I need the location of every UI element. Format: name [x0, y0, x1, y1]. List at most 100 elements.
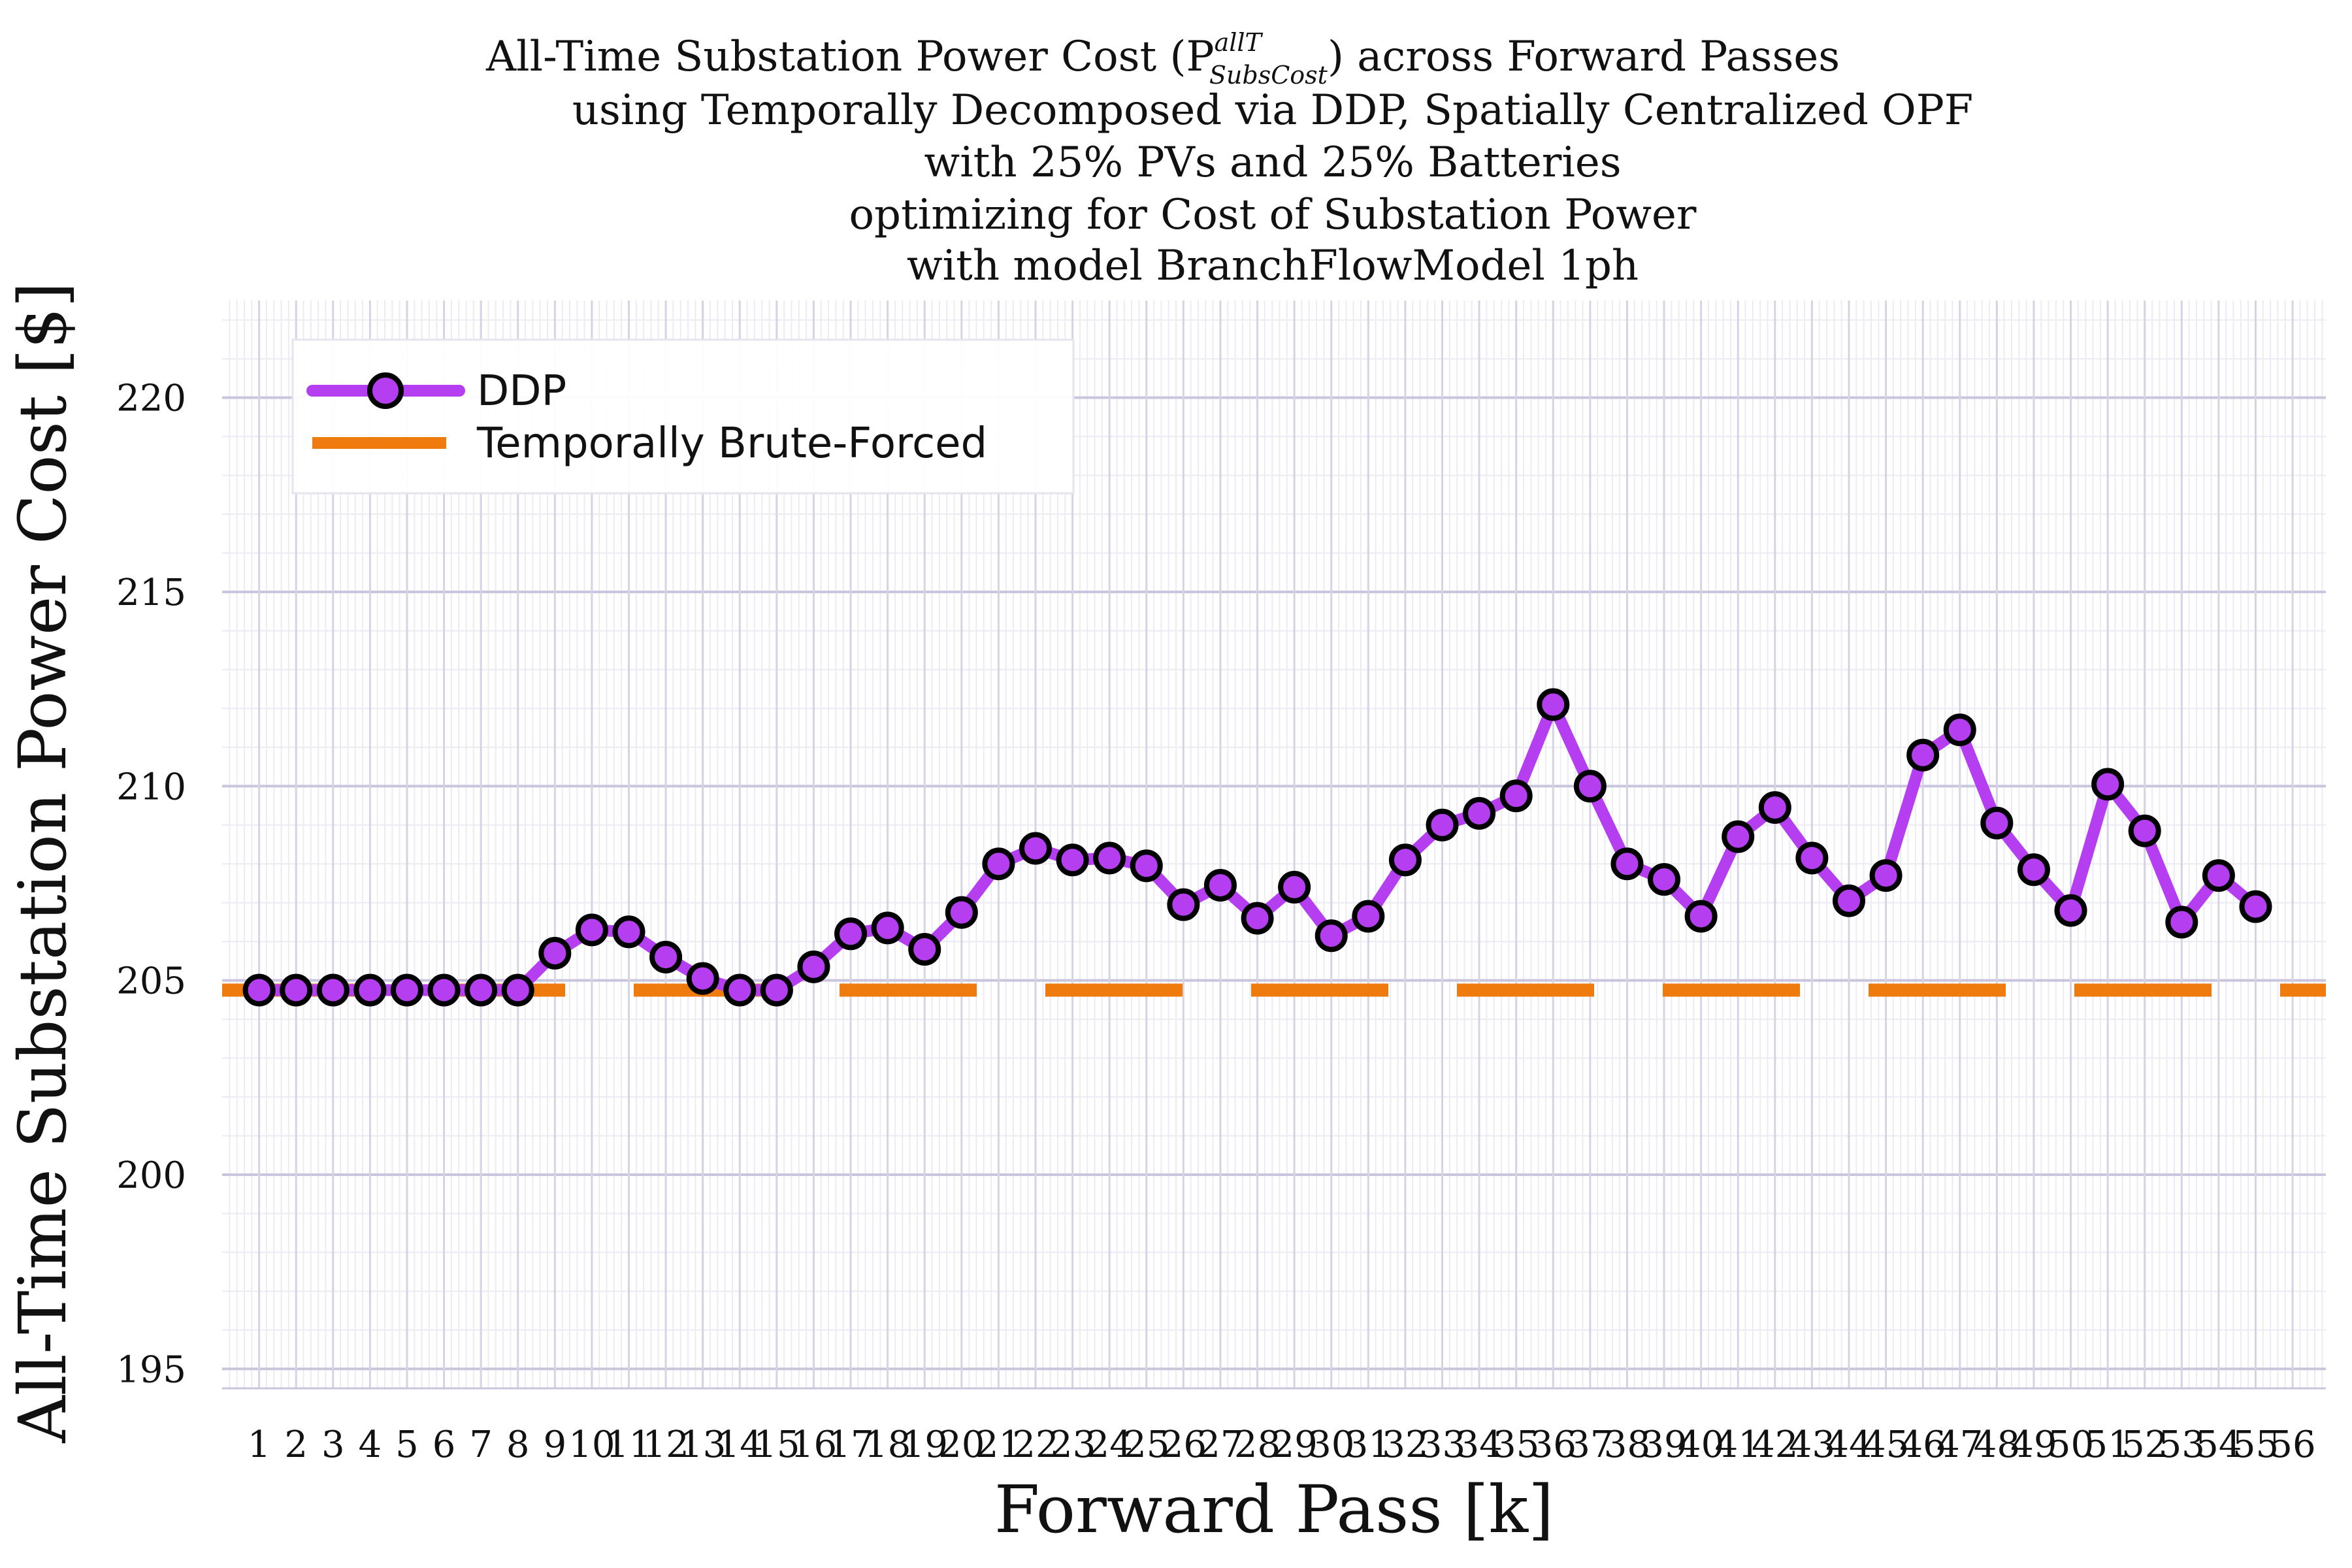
- y-axis-label: All-Time Substation Power Cost [$]: [5, 282, 81, 1444]
- x-tick-label: 44: [1825, 1424, 1872, 1466]
- ddp-point: [1648, 863, 1681, 896]
- legend: DDP Temporally Brute-Forced: [291, 338, 1075, 495]
- ddp-point: [2091, 768, 2125, 801]
- ddp-point: [1093, 841, 1126, 875]
- ddp-point: [1980, 806, 2014, 840]
- x-tick-label: 13: [679, 1424, 726, 1466]
- x-tick-label: 22: [1012, 1424, 1058, 1466]
- ddp-point: [723, 973, 757, 1007]
- ddp-point: [1130, 849, 1163, 883]
- x-tick-label: 17: [827, 1424, 874, 1466]
- ddp-point: [242, 973, 276, 1007]
- x-tick-label: 24: [1086, 1424, 1133, 1466]
- x-tick-label: 11: [606, 1424, 652, 1466]
- x-tick-label: 23: [1049, 1424, 1096, 1466]
- ddp-point: [1241, 902, 1274, 935]
- ddp-point: [538, 937, 572, 970]
- legend-ddp-label: DDP: [477, 367, 566, 416]
- ddp-point: [1203, 868, 1237, 902]
- x-tick-label: 31: [1345, 1424, 1392, 1466]
- ddp-point: [1758, 791, 1791, 825]
- ddp-point: [1573, 770, 1607, 803]
- ddp-point: [1795, 841, 1829, 875]
- y-tick-label: 215: [116, 572, 186, 614]
- x-tick-label: 28: [1234, 1424, 1281, 1466]
- x-tick-label: 27: [1197, 1424, 1243, 1466]
- x-ticks: 1 2 3 4 5 6 7 8 9 1011121314151617181920212223242…: [248, 1424, 2316, 1466]
- legend-ddp-marker: [367, 372, 404, 409]
- ddp-point: [575, 913, 608, 947]
- y-tick-label: 200: [116, 1154, 186, 1197]
- ddp-point: [390, 973, 423, 1007]
- ddp-point: [871, 911, 904, 945]
- x-tick-label: 36: [1530, 1424, 1576, 1466]
- x-tick-label: 45: [1863, 1424, 1909, 1466]
- ddp-point: [1499, 779, 1533, 813]
- x-tick-label: 38: [1604, 1424, 1650, 1466]
- x-tick-label: 50: [2048, 1424, 2094, 1466]
- y-ticks: 195 200 205 210 215 220: [116, 378, 186, 1392]
- legend-brute-label: Temporally Brute-Forced: [476, 419, 987, 468]
- ddp-point: [612, 915, 645, 949]
- x-tick-label: 37: [1567, 1424, 1613, 1466]
- x-tick-label: 8: [506, 1424, 530, 1466]
- x-axis-label: Forward Pass [k]: [994, 1471, 1554, 1548]
- x-tick-label: 34: [1456, 1424, 1502, 1466]
- ddp-point: [316, 973, 350, 1007]
- x-tick-label: 16: [791, 1424, 837, 1466]
- ddp-point: [982, 847, 1015, 881]
- ddp-point: [427, 973, 461, 1007]
- x-tick-label: 41: [1715, 1424, 1761, 1466]
- ddp-point: [501, 973, 534, 1007]
- title-superscript: allT: [1215, 28, 1264, 57]
- x-tick-label: 52: [2121, 1424, 2168, 1466]
- ddp-point: [908, 933, 941, 966]
- chart-title: All-Time Substation Power Cost (PallT Sub…: [485, 28, 1973, 290]
- y-tick-label: 210: [116, 766, 186, 808]
- ddp-point: [1869, 859, 1903, 892]
- x-tick-label: 12: [642, 1424, 689, 1466]
- ddp-point: [280, 973, 313, 1007]
- x-tick-label: 35: [1493, 1424, 1539, 1466]
- legend-box: [291, 338, 1075, 495]
- x-tick-label: 43: [1789, 1424, 1835, 1466]
- x-tick-label: 47: [1936, 1424, 1983, 1466]
- title-line-2: using Temporally Decomposed via DDP, Spa…: [572, 86, 1973, 135]
- ddp-point: [1722, 820, 1755, 853]
- ddp-point: [945, 896, 978, 929]
- x-tick-label: 33: [1419, 1424, 1465, 1466]
- x-tick-label: 21: [975, 1424, 1022, 1466]
- ddp-point: [797, 950, 830, 983]
- ddp-point: [2017, 853, 2050, 887]
- ddp-point: [1610, 847, 1644, 881]
- ddp-point: [834, 917, 868, 951]
- y-tick-label: 205: [116, 960, 186, 1003]
- x-tick-label: 42: [1752, 1424, 1798, 1466]
- x-tick-label: 9: [543, 1424, 566, 1466]
- x-tick-label: 4: [359, 1424, 382, 1466]
- title-line-3: with 25% PVs and 25% Batteries: [924, 139, 1621, 187]
- ddp-point: [353, 973, 387, 1007]
- x-tick-label: 48: [1974, 1424, 2020, 1466]
- x-tick-label: 53: [2159, 1424, 2205, 1466]
- series-ddp: [242, 688, 2272, 1007]
- x-tick-label: 26: [1160, 1424, 1207, 1466]
- x-tick-label: 7: [469, 1424, 493, 1466]
- ddp-point: [2239, 890, 2272, 923]
- x-tick-label: 46: [1900, 1424, 1946, 1466]
- ddp-point: [1278, 870, 1311, 904]
- ddp-point: [2054, 894, 2087, 927]
- ddp-point: [1167, 888, 1200, 921]
- x-tick-label: 39: [1641, 1424, 1687, 1466]
- ddp-point: [1906, 738, 1940, 772]
- x-tick-label: 18: [864, 1424, 911, 1466]
- x-tick-label: 54: [2195, 1424, 2242, 1466]
- ddp-point: [1943, 713, 1976, 747]
- x-tick-label: 30: [1308, 1424, 1354, 1466]
- y-tick-label: 220: [116, 378, 186, 420]
- x-tick-label: 51: [2084, 1424, 2131, 1466]
- x-tick-label: 40: [1678, 1424, 1724, 1466]
- ddp-point: [1019, 832, 1052, 865]
- ddp-point: [649, 940, 683, 973]
